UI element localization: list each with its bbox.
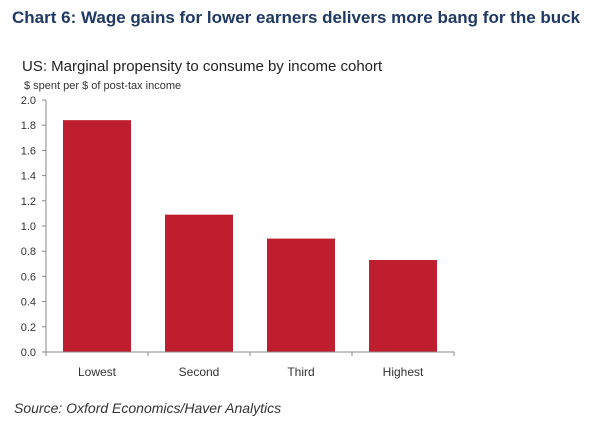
y-tick-label: 0.0	[21, 347, 36, 359]
x-tick-label: Highest	[383, 365, 424, 379]
chart-subtitle: $ spent per $ of post-tax income	[24, 80, 182, 92]
x-tick-label: Second	[179, 365, 220, 379]
page-heading: Chart 6: Wage gains for lower earners de…	[12, 8, 581, 27]
bar-highest	[369, 260, 437, 352]
x-tick-label: Third	[287, 365, 314, 379]
y-tick-label: 0.2	[21, 322, 36, 334]
bar-lowest	[63, 120, 131, 352]
bar-third	[267, 238, 335, 352]
bars	[63, 120, 437, 352]
x-tick-label: Lowest	[78, 365, 117, 379]
chart-title: US: Marginal propensity to consume by in…	[22, 58, 383, 75]
y-tick-label: 1.0	[21, 221, 36, 233]
y-tick-label: 1.4	[21, 171, 36, 183]
y-tick-label: 1.8	[21, 120, 36, 132]
bar-second	[165, 214, 233, 352]
x-axis: Lowest Second Third Highest	[45, 351, 455, 379]
y-axis: 0.0 0.2 0.4 0.6 0.8 1.0 1.2 1.4 1.6 1.8 2.0	[21, 95, 47, 359]
y-tick-label: 2.0	[21, 95, 36, 107]
y-tick-label: 1.6	[21, 145, 36, 157]
source-note: Source: Oxford Economics/Haver Analytics	[14, 400, 282, 416]
y-tick-label: 1.2	[21, 196, 36, 208]
y-tick-label: 0.4	[21, 297, 36, 309]
y-tick-label: 0.6	[21, 271, 36, 283]
y-tick-label: 0.8	[21, 246, 36, 258]
